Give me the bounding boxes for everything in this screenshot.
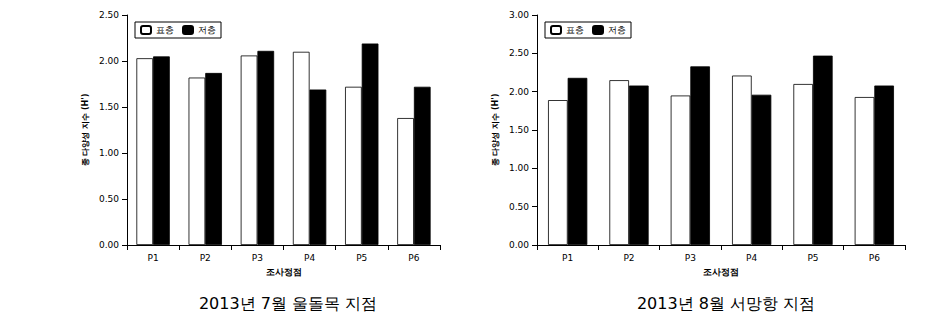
svg-text:표층: 표층 [566,25,584,35]
svg-text:2.50: 2.50 [509,48,529,58]
svg-text:0.50: 0.50 [509,202,529,212]
svg-text:P1: P1 [148,253,159,263]
svg-text:표층: 표층 [156,25,174,35]
svg-text:P1: P1 [562,253,573,263]
svg-text:2013년 8월 서망항 지점: 2013년 8월 서망항 지점 [637,294,815,313]
svg-text:P5: P5 [807,253,818,263]
svg-text:2013년 7월 울돌목 지점: 2013년 7월 울돌목 지점 [199,294,377,313]
svg-text:종 다양성 지수 (H'): 종 다양성 지수 (H') [81,94,90,167]
svg-text:P2: P2 [623,253,634,263]
svg-text:저층: 저층 [198,25,216,35]
svg-text:종 다양성 지수 (H'): 종 다양성 지수 (H') [491,94,500,167]
svg-text:1.00: 1.00 [509,163,529,173]
svg-text:P4: P4 [746,253,757,263]
svg-text:2.00: 2.00 [99,56,119,66]
svg-text:0.50: 0.50 [99,194,119,204]
svg-text:저층: 저층 [608,25,626,35]
svg-text:0.00: 0.00 [509,240,529,250]
svg-text:3.00: 3.00 [509,10,529,20]
svg-text:P3: P3 [252,253,263,263]
svg-text:2.00: 2.00 [509,87,529,97]
svg-text:P6: P6 [869,253,880,263]
svg-text:P4: P4 [304,253,315,263]
svg-text:1.00: 1.00 [99,148,119,158]
svg-text:P3: P3 [685,253,696,263]
svg-text:1.50: 1.50 [509,125,529,135]
svg-text:P5: P5 [356,253,367,263]
svg-text:조사정점: 조사정점 [266,267,302,277]
svg-text:1.50: 1.50 [99,102,119,112]
svg-text:0.00: 0.00 [99,240,119,250]
svg-text:2.50: 2.50 [99,10,119,20]
svg-text:P2: P2 [200,253,211,263]
svg-text:조사정점: 조사정점 [703,267,739,277]
svg-text:P6: P6 [408,253,419,263]
